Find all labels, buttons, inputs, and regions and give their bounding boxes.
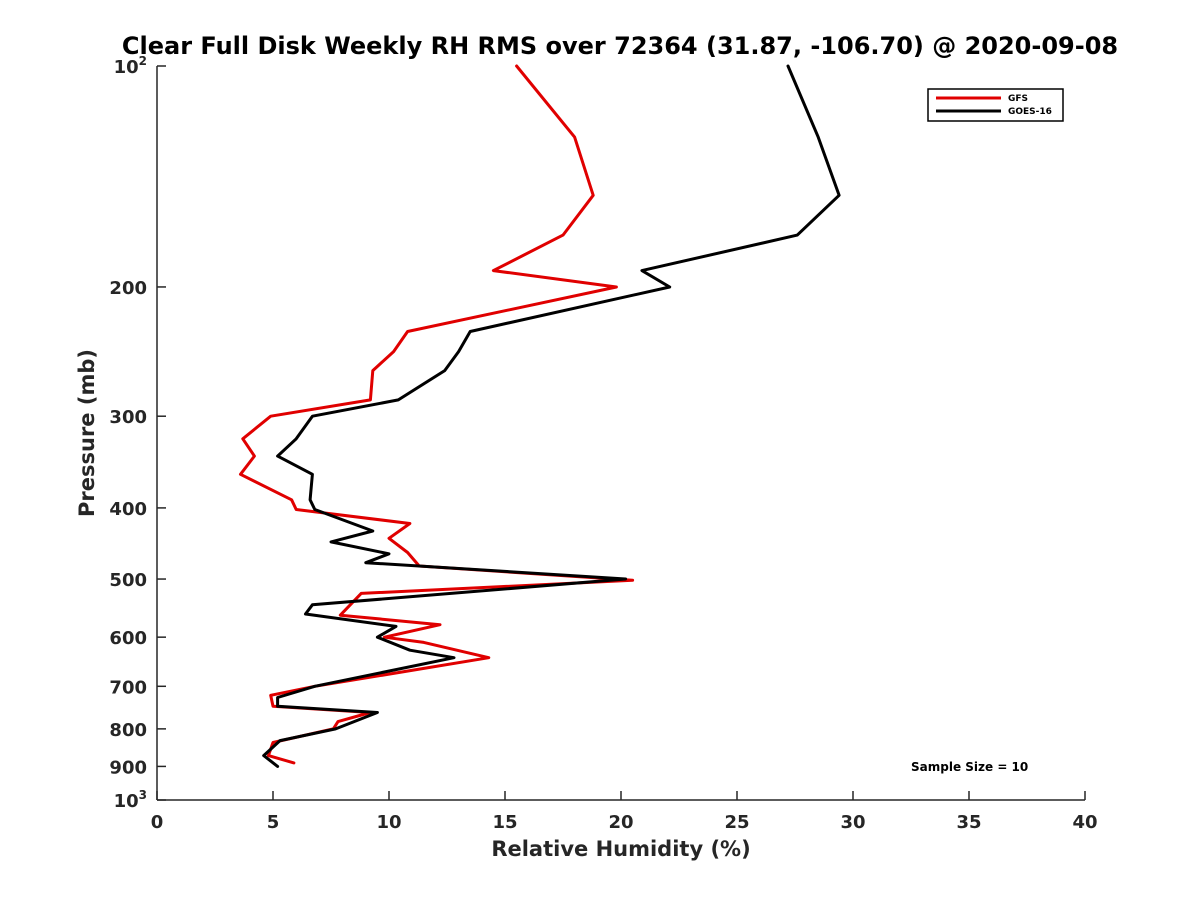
y-tick-label-exponent: 3	[139, 788, 147, 802]
y-tick-label: 103	[114, 788, 147, 812]
y-tick-label-base: 600	[109, 628, 147, 649]
y-tick-label-base: 800	[109, 720, 147, 741]
y-tick-label-base: 500	[109, 570, 147, 591]
x-tick-label: 5	[267, 812, 280, 833]
y-tick-label: 300	[109, 407, 147, 428]
legend-box	[927, 88, 1064, 122]
x-tick-label: 20	[608, 812, 633, 833]
y-tick-label-base: 10	[114, 57, 139, 78]
y-tick-label-base: 400	[109, 499, 147, 520]
y-tick-label-base: 10	[114, 791, 139, 812]
x-tick-label: 35	[956, 812, 981, 833]
y-tick-label-base: 700	[109, 677, 147, 698]
sample-size-annotation: Sample Size = 10	[911, 760, 1028, 774]
y-tick-label: 800	[109, 720, 147, 741]
x-axis-title: Relative Humidity (%)	[491, 837, 750, 861]
y-tick-label: 700	[109, 677, 147, 698]
y-tick-label: 900	[109, 757, 147, 778]
y-tick-label-base: 900	[109, 757, 147, 778]
x-ticks: 0 5 10 15 20 25 30 35 40	[151, 791, 1098, 833]
y-tick-label: 500	[109, 570, 147, 591]
x-tick-label: 30	[840, 812, 865, 833]
y-tick-label: 200	[109, 278, 147, 299]
x-tick-label: 15	[492, 812, 517, 833]
legend-label-gfs: GFS	[1008, 94, 1028, 104]
legend: GFS GOES-16	[927, 88, 1064, 122]
x-tick-label: 10	[376, 812, 401, 833]
y-tick-label: 600	[109, 628, 147, 649]
x-tick-label: 0	[151, 812, 164, 833]
y-tick-label: 400	[109, 499, 147, 520]
series-line-goes-16	[262, 64, 841, 768]
legend-label-goes-16: GOES-16	[1008, 107, 1052, 117]
y-tick-label-exponent: 2	[139, 54, 147, 68]
y-axis-title: Pressure (mb)	[75, 349, 99, 517]
y-tick-label-base: 300	[109, 407, 147, 428]
x-tick-label: 40	[1072, 812, 1097, 833]
plot-series	[239, 64, 841, 768]
y-tick-label-base: 200	[109, 278, 147, 299]
x-tick-label: 25	[724, 812, 749, 833]
chart-title: Clear Full Disk Weekly RH RMS over 72364…	[122, 32, 1118, 60]
y-tick-label: 102	[114, 54, 147, 78]
